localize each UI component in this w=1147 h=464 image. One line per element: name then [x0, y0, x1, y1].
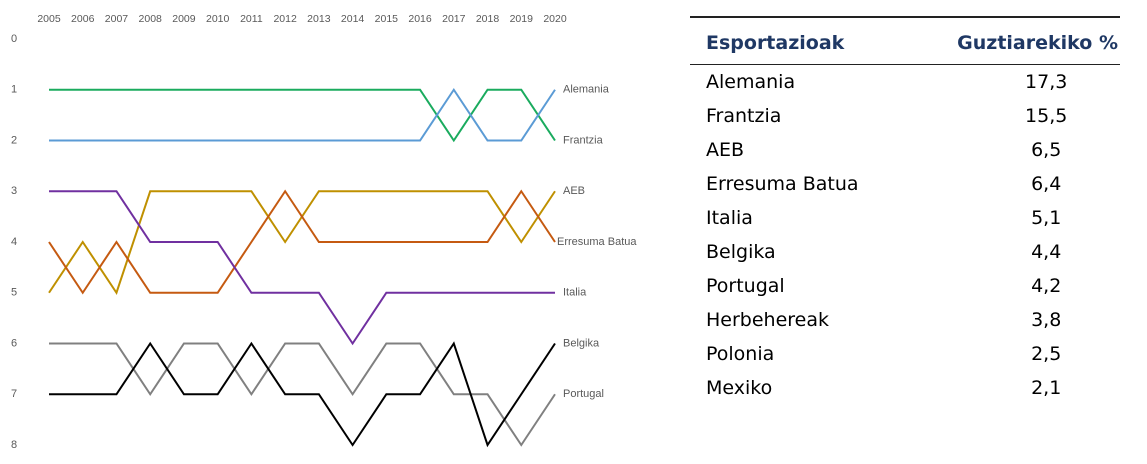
y-tick-label: 6 — [11, 337, 17, 349]
table-cell: Mexiko — [706, 377, 773, 399]
table-cell: 4,2 — [1031, 275, 1062, 297]
table-cell: 2,5 — [1031, 343, 1062, 365]
series-label: Alemania — [563, 84, 610, 96]
table-cell: Portugal — [706, 275, 785, 297]
y-tick-label: 2 — [11, 134, 17, 146]
series-label: Erresuma Batua — [557, 236, 637, 248]
y-tick-label: 8 — [11, 439, 17, 451]
series-label: Italia — [563, 287, 587, 299]
table-row: AEB 6,5 — [690, 133, 1120, 167]
y-tick-label: 3 — [11, 185, 17, 197]
table-cell: Alemania — [706, 71, 796, 93]
table-row: Erresuma Batua 6,4 — [690, 167, 1120, 201]
series-line — [48, 189, 556, 295]
series-label: AEB — [563, 185, 585, 197]
series-line — [49, 87, 556, 142]
series-label: Frantzia — [563, 134, 604, 146]
table-cell: 5,1 — [1031, 207, 1062, 229]
table-cell: AEB — [706, 139, 745, 161]
table-cell: Polonia — [706, 343, 775, 365]
y-tick-label: 7 — [11, 388, 17, 400]
table-row: Belgika 4,4 — [690, 235, 1120, 269]
table-row: Italia 5,1 — [690, 201, 1120, 235]
header-row: Esportazioak Guztiarekiko % — [690, 16, 1120, 65]
series-line — [49, 88, 556, 143]
table-cell: Herbehereak — [706, 309, 829, 331]
chart: 0 1 2 3 4 5 6 7 8 2005 2006 2007 2008 2009 2010 2011 201… — [11, 13, 637, 451]
y-tick-label: 0 — [11, 33, 17, 45]
x-tick-label: 2010 — [206, 13, 230, 25]
x-tick-label: 2015 — [375, 13, 399, 25]
x-tick-label: 2006 — [71, 13, 95, 25]
x-tick-label: 2011 — [240, 13, 263, 25]
y-tick-label: 4 — [11, 236, 17, 248]
x-tick-label: 2008 — [139, 13, 163, 25]
table-row: Frantzia 15,5 — [690, 99, 1120, 133]
header-cell: Guztiarekiko % — [908, 16, 1120, 65]
table-cell: 4,4 — [1031, 241, 1062, 263]
table-cell: 6,4 — [1031, 173, 1062, 195]
x-tick-label: 2005 — [37, 13, 61, 25]
table: Esportazioak Guztiarekiko % Alemania 17,3 Fr… — [690, 16, 1120, 405]
x-tick-label: 2012 — [273, 13, 297, 25]
x-tick-label: 2017 — [442, 13, 466, 25]
table-row: Mexiko 2,1 — [690, 371, 1120, 405]
table-cell: 15,5 — [1025, 105, 1068, 127]
series-line — [49, 190, 555, 346]
x-tick-label: 2019 — [510, 13, 534, 25]
x-tick-label: 2013 — [307, 13, 331, 25]
table-cell: Italia — [706, 207, 753, 229]
table-cell: Frantzia — [706, 105, 782, 127]
x-tick-label: 2018 — [476, 13, 500, 25]
x-tick-label: 2007 — [105, 13, 129, 25]
table-cell: 6,5 — [1031, 139, 1062, 161]
table-cell: 2,1 — [1031, 377, 1062, 399]
table-cell: Erresuma Batua — [706, 173, 859, 195]
table-row: Alemania 17,3 — [690, 65, 1120, 100]
x-tick-label: 2016 — [408, 13, 432, 25]
y-tick-label: 5 — [11, 287, 17, 299]
table-row: Portugal 4,2 — [690, 269, 1120, 303]
table-cell: 3,8 — [1031, 309, 1062, 331]
y-tick-label: 1 — [11, 84, 17, 96]
table-cell: Belgika — [706, 241, 776, 263]
series-label: Belgika — [563, 337, 600, 349]
x-tick-label: 2014 — [341, 13, 365, 25]
series-label: Portugal — [563, 388, 604, 400]
x-tick-label: 2020 — [543, 13, 567, 25]
table-cell: 17,3 — [1025, 71, 1068, 93]
table-row: Polonia 2,5 — [690, 337, 1120, 371]
series-line — [49, 341, 556, 448]
table-row: Herbehereak 3,8 — [690, 303, 1120, 337]
header-cell: Esportazioak — [690, 16, 909, 65]
x-tick-label: 2009 — [172, 13, 196, 25]
